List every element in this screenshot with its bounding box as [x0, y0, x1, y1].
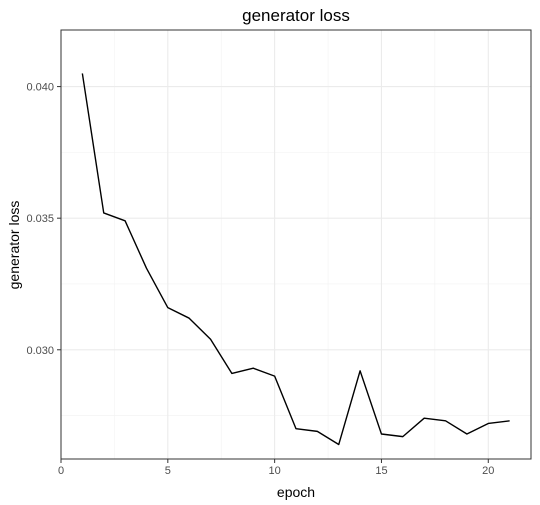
x-tick-label: 20	[482, 465, 494, 477]
series-line	[81, 73, 510, 446]
x-tick-label: 15	[375, 465, 387, 477]
x-tick-label: 0	[58, 465, 64, 477]
minor-gridlines	[61, 30, 531, 459]
series-line-group	[81, 73, 510, 446]
x-axis-ticks: 0 5 10 15 20	[58, 459, 494, 477]
y-axis-title: generator loss	[6, 201, 22, 290]
y-tick-label: 0.040	[26, 82, 54, 94]
x-tick-label: 5	[165, 465, 171, 477]
x-axis-title: epoch	[277, 484, 315, 500]
plot-panel-border	[60, 29, 532, 460]
y-tick-label: 0.030	[26, 345, 54, 357]
y-axis-ticks: 0.030 0.035 0.040	[26, 82, 61, 357]
x-tick-label: 10	[269, 465, 281, 477]
major-gridlines	[60, 30, 531, 459]
y-tick-label: 0.035	[26, 213, 54, 225]
chart-title: generator loss	[242, 6, 350, 25]
